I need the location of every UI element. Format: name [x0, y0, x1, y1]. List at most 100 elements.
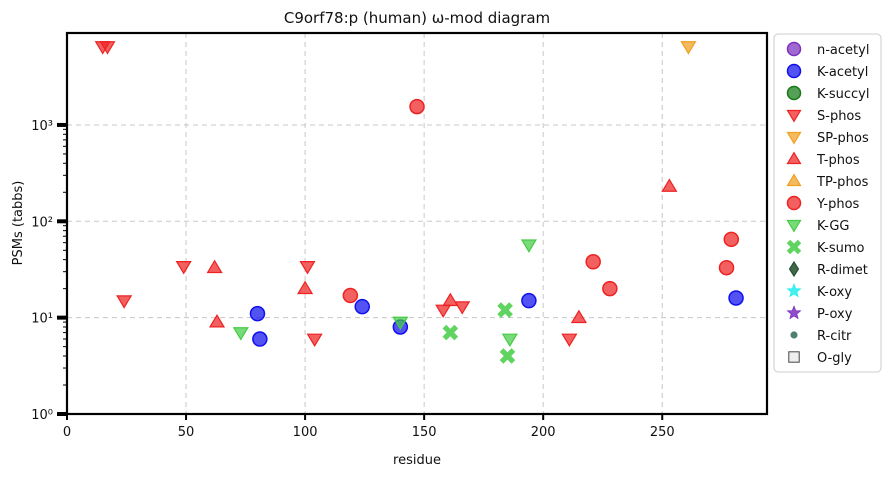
- legend-label: P-oxy: [817, 307, 853, 322]
- data-point: [435, 304, 452, 319]
- legend-item: K-succyl: [786, 85, 869, 102]
- legend-items: n-acetyl K-acetyl K-succyl S-phos SP-phos T-p…: [786, 41, 869, 366]
- x-axis-label: residue: [393, 453, 441, 468]
- data-point: [570, 309, 587, 324]
- data-point: [252, 331, 268, 347]
- data-point: [728, 290, 744, 306]
- x-tick-label: 200: [531, 425, 556, 440]
- legend-item: SP-phos: [786, 131, 869, 146]
- legend-item: S-phos: [786, 109, 861, 124]
- x-tick-label: 100: [293, 425, 318, 440]
- data-point: [409, 98, 425, 115]
- legend-marker: [790, 331, 798, 339]
- series-K-GG: [232, 239, 537, 348]
- legend-marker: [786, 131, 802, 145]
- data-point: [175, 261, 192, 275]
- legend-marker: [786, 305, 802, 320]
- data-point: [249, 305, 266, 322]
- legend-label: K-oxy: [817, 285, 852, 300]
- data-point: [306, 333, 323, 348]
- legend-label: K-succyl: [817, 87, 869, 102]
- legend-label: T-phos: [816, 153, 860, 168]
- x-tick-label: 0: [63, 425, 71, 440]
- legend-marker: [786, 173, 802, 187]
- data-point: [206, 259, 223, 274]
- legend-marker: [786, 283, 802, 298]
- legend-marker: [786, 195, 802, 211]
- data-point: [442, 292, 459, 307]
- data-point: [392, 316, 409, 331]
- legend-item: K-GG: [786, 219, 849, 234]
- chart-title: C9orf78:p (human) ω-mod diagram: [284, 9, 550, 27]
- legend-label: R-citr: [817, 329, 852, 344]
- legend-item: K-acetyl: [786, 63, 868, 80]
- y-tick-label: 10²: [31, 215, 53, 230]
- legend-marker: [786, 239, 802, 255]
- series-K-acetyl: [249, 290, 744, 347]
- legend-label: R-dimet: [817, 263, 868, 278]
- data-point: [501, 333, 518, 348]
- legend-marker: [786, 219, 802, 233]
- data-point: [497, 302, 513, 318]
- legend-box: [773, 33, 882, 373]
- legend-label: n-acetyl: [817, 43, 869, 58]
- x-tick-label: 250: [650, 425, 675, 440]
- legend-label: SP-phos: [817, 131, 869, 146]
- data-point: [718, 259, 735, 276]
- legend-label: O-gly: [817, 351, 852, 366]
- legend-label: Y-phos: [816, 197, 860, 212]
- data-point: [116, 295, 133, 309]
- data-point: [680, 41, 697, 55]
- plot-frame: [65, 31, 769, 416]
- legend-label: TP-phos: [816, 175, 869, 190]
- y-tick-label: 10⁰: [31, 408, 53, 423]
- axis-ticks: 0 50 100 150 200 250 10⁰ 10¹ 10² 10³: [31, 119, 674, 440]
- grid-layer: [67, 33, 767, 414]
- data-point: [661, 178, 678, 192]
- legend-marker: [786, 41, 802, 57]
- legend-item: R-citr: [790, 329, 852, 344]
- legend-item: K-sumo: [786, 239, 865, 256]
- data-point: [297, 280, 314, 295]
- data-point: [521, 292, 537, 309]
- data-point: [520, 239, 537, 253]
- data-point: [232, 327, 249, 341]
- legend-label: K-sumo: [817, 241, 865, 256]
- legend-item: n-acetyl: [786, 41, 869, 58]
- data-point: [723, 231, 740, 248]
- legend: n-acetyl K-acetyl K-succyl S-phos SP-phos T-p…: [773, 33, 882, 373]
- legend-item: P-oxy: [786, 305, 853, 322]
- data-point: [561, 333, 578, 348]
- series-T-phos: [206, 178, 678, 328]
- legend-label: S-phos: [817, 109, 861, 124]
- data-point: [585, 254, 601, 270]
- legend-item: T-phos: [786, 151, 860, 168]
- series-S-phos: [94, 41, 578, 348]
- x-tick-label: 50: [178, 425, 195, 440]
- data-point: [99, 41, 116, 55]
- legend-marker: [786, 109, 802, 123]
- y-tick-label: 10³: [31, 119, 53, 134]
- data-point: [299, 261, 316, 275]
- legend-marker: [786, 63, 802, 79]
- legend-label: K-GG: [817, 219, 849, 234]
- y-axis-label: PSMs (tabbs): [11, 181, 26, 266]
- data-points: [94, 41, 744, 364]
- y-tick-label: 10¹: [31, 312, 53, 327]
- series-K-sumo: [442, 302, 516, 364]
- legend-item: Y-phos: [786, 195, 860, 212]
- data-point: [499, 348, 516, 364]
- legend-label: K-acetyl: [817, 65, 868, 80]
- series-Y-phos: [342, 98, 740, 304]
- x-tick-label: 150: [412, 425, 437, 440]
- legend-marker: [788, 260, 800, 278]
- data-point: [208, 314, 226, 328]
- legend-item: R-dimet: [788, 260, 868, 278]
- data-point: [602, 280, 618, 297]
- legend-marker: [788, 351, 800, 363]
- data-point: [442, 324, 459, 341]
- data-point: [454, 301, 471, 315]
- legend-item: O-gly: [788, 351, 852, 366]
- series-SP-phos: [680, 41, 697, 55]
